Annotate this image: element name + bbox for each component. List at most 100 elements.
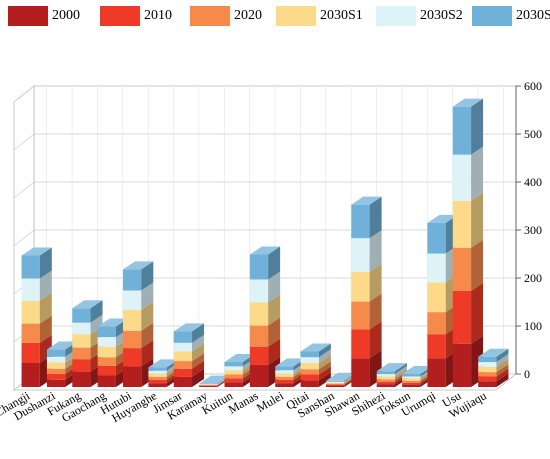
bar-front	[199, 383, 218, 385]
bar-segment-Qitai-2030S2	[300, 349, 331, 363]
bar-side	[192, 360, 205, 377]
bar-front	[300, 351, 319, 358]
bar-front	[21, 255, 40, 279]
bar-front	[402, 378, 421, 381]
bar-side	[496, 364, 509, 377]
bar-front	[46, 374, 66, 380]
bar-side	[268, 317, 281, 347]
bar-front	[249, 254, 269, 280]
bar-front	[173, 351, 193, 362]
bar-front	[97, 365, 116, 376]
bar-side	[268, 271, 281, 303]
bar-top	[452, 98, 484, 107]
bar-front	[199, 384, 218, 385]
bar-front	[478, 362, 497, 367]
bar-front	[249, 364, 269, 387]
bar-segment-Shawan-2020	[351, 293, 382, 330]
legend-label: 2010	[144, 8, 172, 23]
bar-side	[141, 282, 154, 310]
bar-segment-Usu-2010	[452, 283, 484, 344]
bar-segment-Hutubi-2010	[123, 340, 154, 367]
bar-segment-Usu-2020	[452, 239, 484, 291]
bar-front	[148, 376, 167, 380]
legend-label: 2030S1	[320, 8, 363, 23]
bar-front	[199, 385, 218, 386]
bar-side	[496, 358, 509, 373]
bar-side	[39, 270, 52, 301]
bar-front	[275, 379, 294, 384]
bar-front	[478, 376, 497, 382]
bar-side	[141, 322, 154, 349]
bar-side	[141, 301, 154, 331]
bar-side	[496, 373, 509, 387]
bar-side	[268, 294, 281, 326]
bar-front	[123, 348, 142, 367]
bar-front	[427, 358, 446, 387]
bar-side	[268, 246, 281, 280]
bar-segment-Qitai-2010	[300, 366, 331, 381]
bar-top	[97, 318, 128, 327]
bar-segment-Wujiaqu-2020	[478, 364, 509, 377]
bar-front	[97, 375, 116, 387]
bar-top	[199, 375, 230, 384]
bar-side	[318, 372, 331, 387]
bar-front	[97, 357, 116, 366]
bar-front	[148, 370, 167, 374]
bar-front	[300, 357, 319, 363]
bar-front	[148, 383, 167, 387]
bar-top	[325, 372, 357, 381]
bar-front	[351, 358, 370, 387]
bar-segment-Wujiaqu-2000	[478, 373, 509, 387]
bar-front	[427, 282, 446, 313]
y-tick-label: 600	[524, 79, 542, 93]
legend-swatch	[8, 6, 48, 26]
bar-front	[402, 382, 421, 385]
bar-front	[452, 200, 472, 248]
bar-front	[275, 373, 294, 377]
bar-front	[402, 376, 421, 379]
bar-side	[369, 230, 382, 272]
bar-side	[369, 263, 382, 302]
bar-front	[123, 290, 142, 310]
bar-side	[90, 300, 103, 323]
y-tick-label: 400	[524, 175, 542, 189]
bar-front	[224, 366, 243, 371]
legend-label: 2020	[234, 8, 262, 23]
bar-segment-Hutubi-2030S3	[123, 261, 154, 291]
legend: 2000 2010 2020 2030S1 2030S2 2030S3	[0, 4, 550, 30]
bar-front	[478, 372, 497, 377]
bar-segment-Usu-2030S2	[452, 146, 484, 201]
bar-front	[351, 271, 370, 302]
bar-front	[46, 362, 66, 369]
bar-side	[192, 353, 205, 369]
bar-side	[318, 355, 331, 370]
bar-top	[46, 341, 78, 350]
bar-top	[402, 366, 433, 375]
bar-front	[148, 367, 167, 371]
bar-side	[39, 315, 52, 343]
bar-front	[173, 331, 193, 343]
bar-front	[351, 329, 370, 359]
x-tick-label: Mulei	[254, 388, 286, 415]
bar-front	[275, 370, 294, 374]
bar-segment-Manas-2020	[249, 317, 281, 347]
bar-segment-Hutubi-2020	[123, 322, 154, 349]
bar-top	[148, 359, 179, 368]
legend-swatch	[376, 6, 416, 26]
bar-side	[39, 292, 52, 324]
bar-segment-Shihezi-2030S2	[376, 366, 407, 377]
bar-front	[478, 356, 497, 363]
bar-front	[173, 342, 193, 352]
bar-segment-Wujiaqu-2010	[478, 368, 509, 382]
bar-segment-Jimsar-2020	[173, 353, 205, 369]
y-tick-label: 200	[524, 271, 542, 285]
bar-side	[192, 368, 205, 387]
gridline-y-side	[13, 133, 35, 151]
bar-side	[192, 323, 205, 343]
legend-label: 2030S2	[420, 8, 463, 23]
bar-front	[275, 383, 294, 387]
bar-top	[300, 343, 331, 352]
bar-top	[376, 363, 407, 372]
bar-front	[300, 363, 319, 370]
